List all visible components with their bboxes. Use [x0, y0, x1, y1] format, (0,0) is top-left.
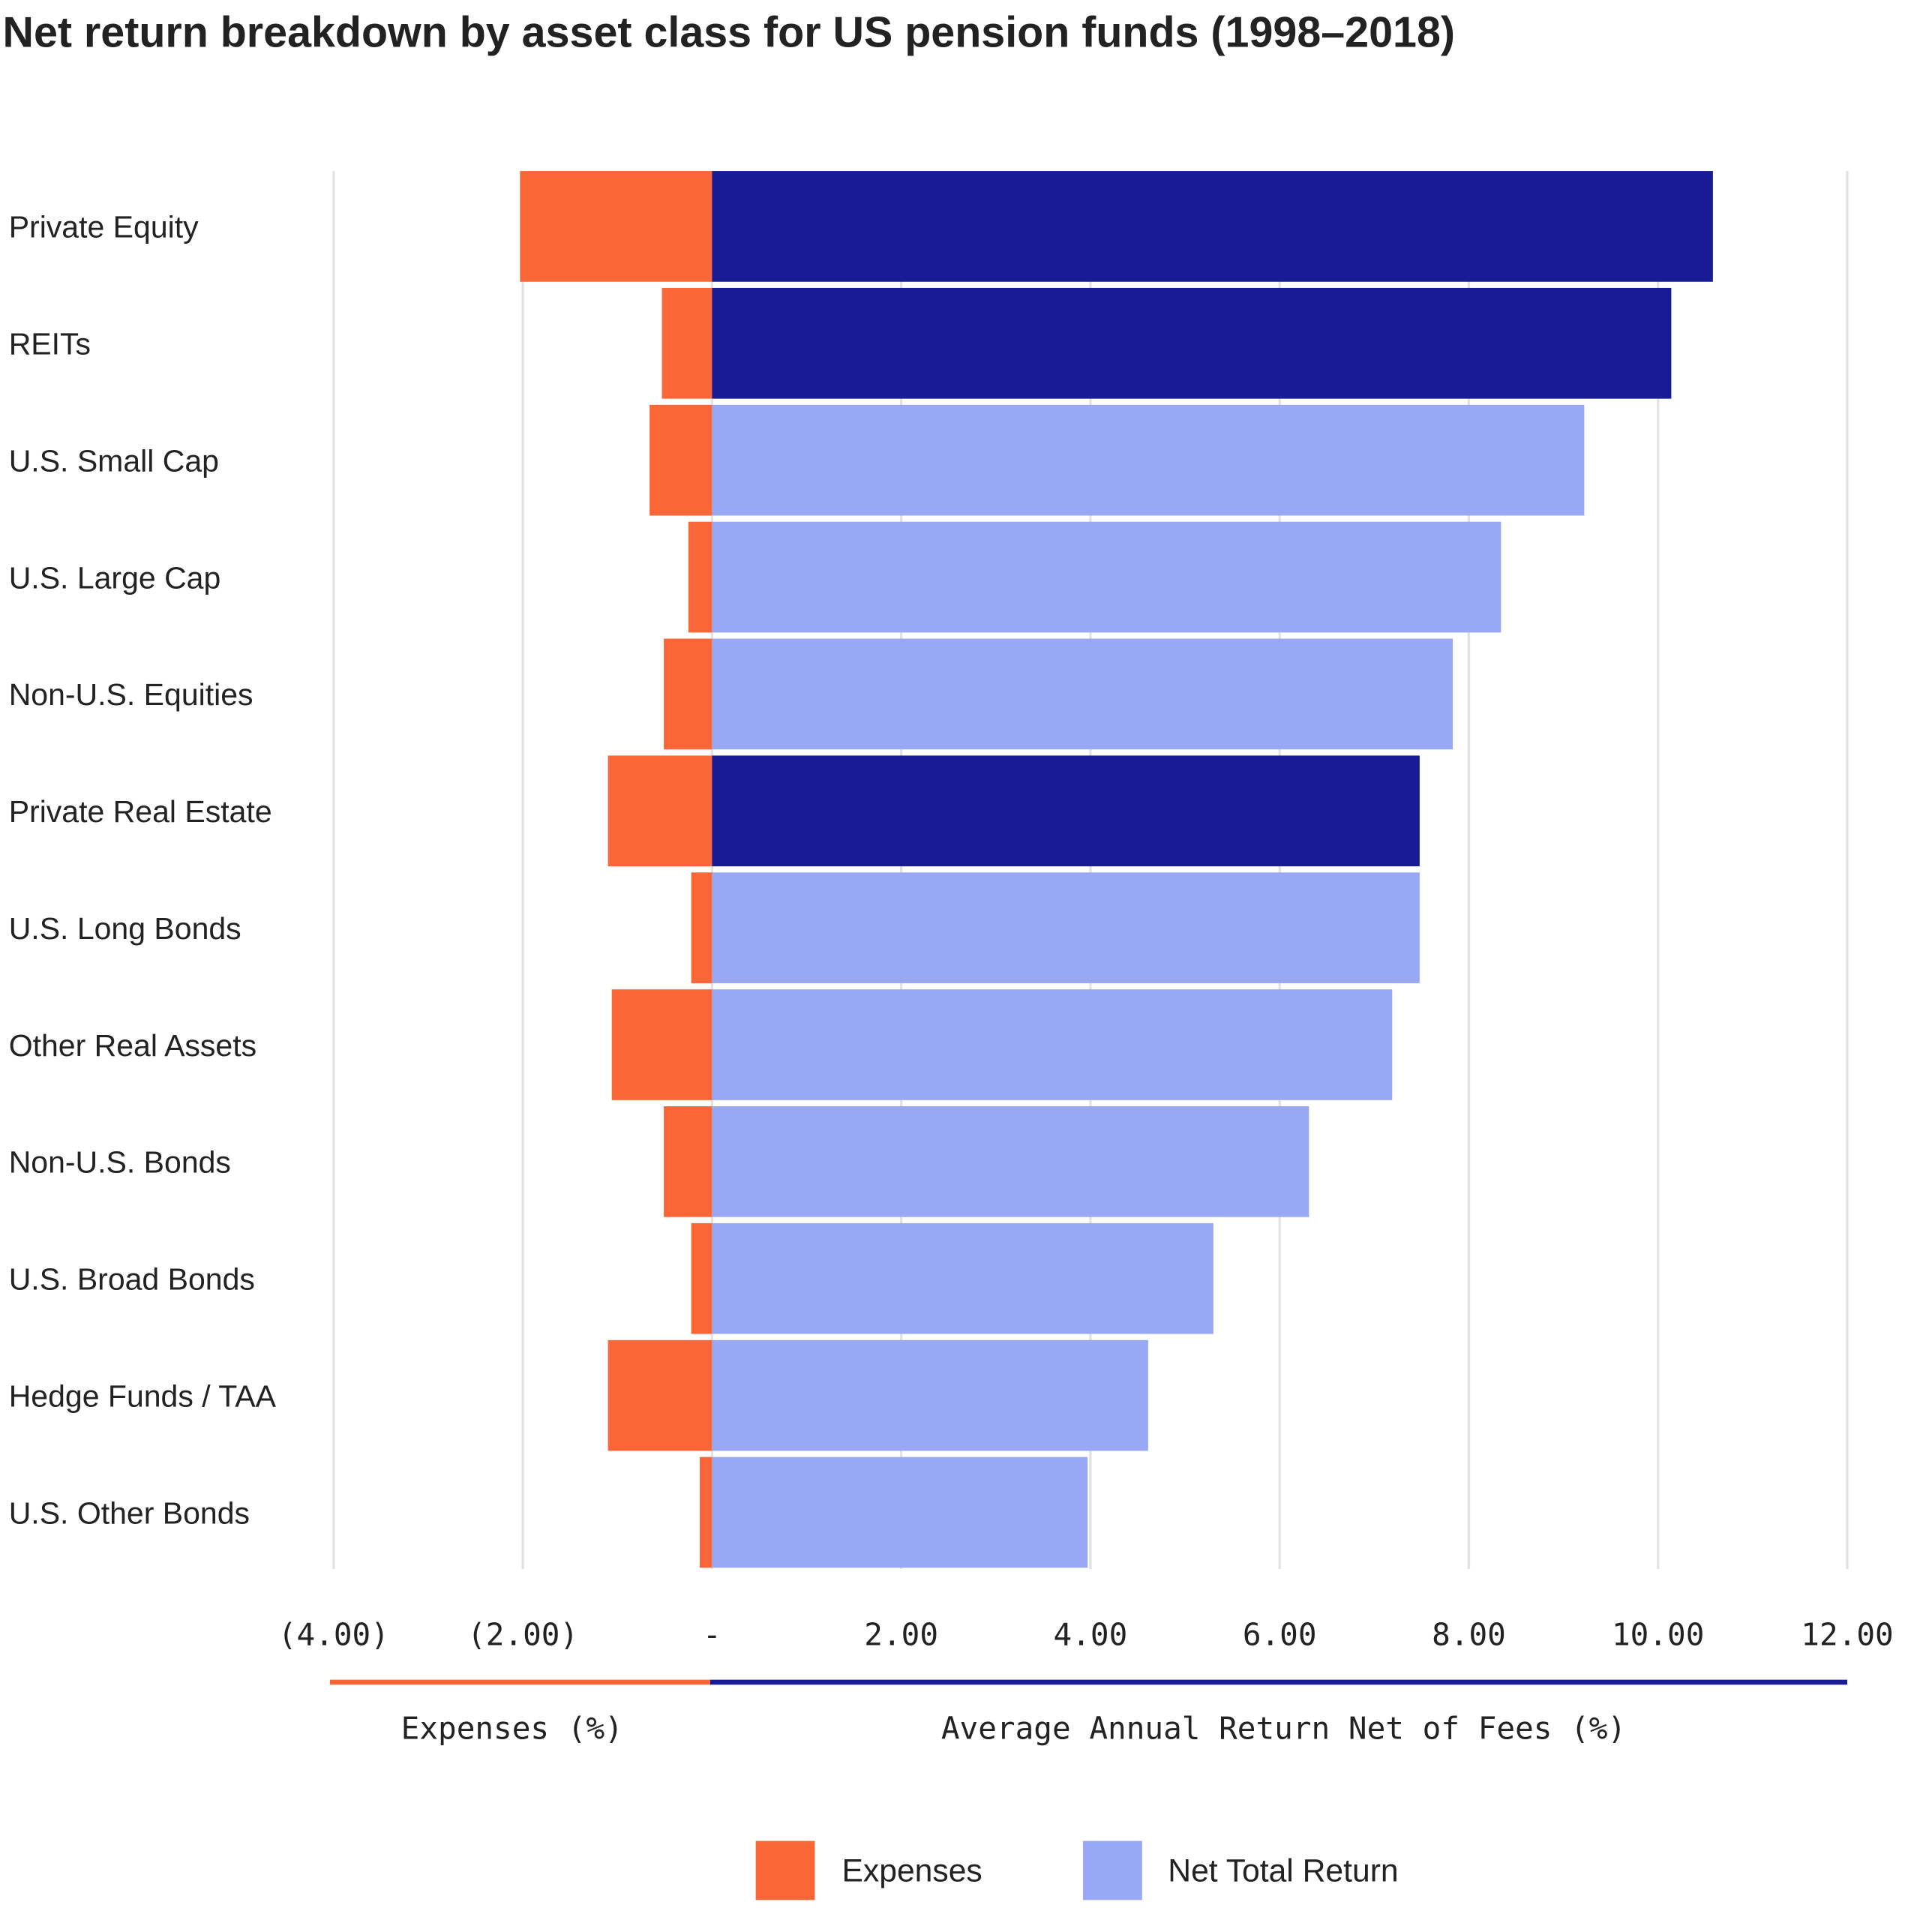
category-labels: Private Equity REITs U.S. Small Cap U.S. La… [9, 210, 277, 1531]
x-tick-label: 10.00 [1612, 1617, 1704, 1653]
x-tick-label: 4.00 [1054, 1617, 1128, 1653]
bar-net-total-return [712, 1456, 1088, 1568]
bar-net-total-return [712, 171, 1713, 282]
category-label: Hedge Funds / TAA [9, 1378, 277, 1413]
bar-expenses [650, 404, 712, 516]
x-axis-label-expenses: Expenses (%) [401, 1710, 623, 1746]
category-label: U.S. Broad Bonds [9, 1262, 255, 1297]
x-tick-label: 8.00 [1432, 1617, 1506, 1653]
x-axis-label-return: Average Annual Return Net of Fees (%) [941, 1710, 1626, 1746]
category-label: U.S. Small Cap [9, 443, 219, 478]
category-label: Non-U.S. Bonds [9, 1145, 231, 1180]
bars [520, 171, 1713, 1568]
bar-net-total-return [712, 1340, 1148, 1451]
bar-expenses [520, 171, 712, 282]
category-label: Other Real Assets [9, 1028, 256, 1063]
bar-net-total-return [712, 755, 1420, 867]
bar-expenses [688, 521, 712, 633]
category-label: Non-U.S. Equities [9, 677, 254, 712]
bar-net-total-return [712, 287, 1672, 399]
category-label: U.S. Long Bonds [9, 911, 242, 946]
bar-net-total-return [712, 1222, 1214, 1334]
x-tick-label: - [703, 1617, 722, 1653]
category-label: U.S. Other Bonds [9, 1496, 250, 1530]
bar-expenses [664, 638, 712, 750]
x-tick-label: 2.00 [864, 1617, 938, 1653]
bar-expenses [611, 989, 712, 1100]
category-label: Private Real Estate [9, 794, 272, 829]
bar-net-total-return [712, 404, 1585, 516]
bar-expenses [662, 287, 712, 399]
chart-title: Net return breakdown by asset class for … [2, 8, 1455, 56]
bar-expenses [608, 755, 712, 867]
bar-net-total-return [712, 989, 1393, 1100]
legend-swatch-expenses [755, 1840, 815, 1900]
x-tick-label: 6.00 [1243, 1617, 1317, 1653]
legend-swatch-net-total-return [1083, 1840, 1142, 1900]
bar-net-total-return [712, 638, 1454, 750]
legend-label-net-total-return: Net Total Return [1168, 1853, 1398, 1889]
legend: Expenses Net Total Return [755, 1840, 1399, 1900]
bar-net-total-return [712, 1106, 1310, 1217]
bar-expenses [691, 1222, 712, 1334]
category-label: U.S. Large Cap [9, 560, 221, 595]
bar-expenses [691, 872, 712, 983]
category-label: Private Equity [9, 210, 199, 244]
legend-label-expenses: Expenses [842, 1853, 982, 1889]
x-tick-labels: (4.00) (2.00) - 2.00 4.00 6.00 8.00 10.00 12.00 [278, 1617, 1894, 1653]
bar-net-total-return [712, 872, 1420, 983]
bar-expenses [699, 1456, 712, 1568]
bar-expenses [664, 1106, 712, 1217]
category-label: REITs [9, 327, 91, 362]
bar-expenses [608, 1340, 712, 1451]
x-tick-label: (4.00) [278, 1617, 389, 1653]
x-tick-label: 12.00 [1801, 1617, 1893, 1653]
x-tick-label: (2.00) [467, 1617, 578, 1653]
bar-net-total-return [712, 521, 1502, 633]
grid [332, 171, 1849, 1569]
